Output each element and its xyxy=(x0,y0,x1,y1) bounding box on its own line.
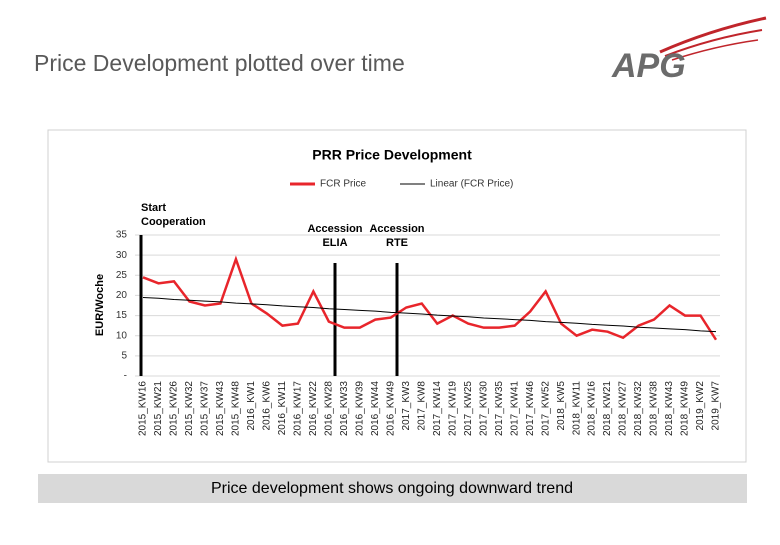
x-tick-label: 2018_KW32 xyxy=(633,381,644,436)
x-tick-label: 2015_KW37 xyxy=(200,381,211,436)
logo-swoosh xyxy=(659,16,767,54)
x-tick-label: 2016_KW33 xyxy=(339,381,350,436)
series-line xyxy=(142,296,717,333)
y-tick-label: 30 xyxy=(116,250,128,261)
x-tick-label: 2017_KW25 xyxy=(463,381,474,436)
annotation-text: Accession xyxy=(369,223,424,235)
slide-title: Price Development plotted over time xyxy=(34,50,405,76)
y-tick-label: 5 xyxy=(121,350,127,361)
x-tick-label: 2016_KW17 xyxy=(293,381,304,436)
y-tick-label: 10 xyxy=(116,330,128,341)
y-tick-label: 15 xyxy=(116,310,128,321)
x-tick-label: 2018_KW27 xyxy=(618,381,629,436)
annotation-text: Start xyxy=(141,202,166,214)
x-tick-label: 2017_KW35 xyxy=(494,381,505,436)
x-tick-label: 2017_KW8 xyxy=(416,381,427,431)
x-tick-label: 2018_KW38 xyxy=(649,381,660,436)
x-tick-label: 2019_KW7 xyxy=(711,381,722,431)
annotation-text: ELIA xyxy=(322,237,347,249)
x-tick-label: 2016_KW1 xyxy=(246,381,257,431)
logo-swoosh xyxy=(664,29,763,57)
x-tick-label: 2016_KW11 xyxy=(277,381,288,436)
legend-label: FCR Price xyxy=(320,179,367,190)
annotation-text: RTE xyxy=(386,237,408,249)
y-tick-label: 25 xyxy=(116,270,128,281)
x-tick-label: 2015_KW43 xyxy=(215,381,226,436)
x-tick-label: 2016_KW28 xyxy=(323,381,334,436)
x-tick-label: 2016_KW22 xyxy=(308,381,319,436)
footer-text: Price development shows ongoing downward… xyxy=(211,480,573,497)
series-line xyxy=(142,255,718,341)
x-tick-label: 2015_KW21 xyxy=(153,381,164,436)
chart-title: PRR Price Development xyxy=(312,147,472,163)
x-tick-label: 2016_KW49 xyxy=(385,381,396,436)
x-tick-label: 2018_KW11 xyxy=(571,381,582,436)
footer-bar xyxy=(38,474,747,503)
x-tick-label: 2017_KW14 xyxy=(432,381,443,436)
x-tick-label: 2017_KW3 xyxy=(401,381,412,431)
logo: APG xyxy=(611,16,767,85)
y-tick-label: - xyxy=(124,371,127,382)
x-tick-label: 2018_KW16 xyxy=(587,381,598,436)
annotation-text: Accession xyxy=(307,223,362,235)
x-tick-label: 2016_KW6 xyxy=(262,381,273,431)
x-tick-label: 2016_KW44 xyxy=(370,381,381,436)
x-tick-label: 2017_KW52 xyxy=(540,381,551,436)
x-tick-label: 2015_KW32 xyxy=(184,381,195,436)
y-axis-label: EUR/Woche xyxy=(94,274,106,336)
x-tick-label: 2018_KW21 xyxy=(602,381,613,436)
x-tick-label: 2019_KW2 xyxy=(695,381,706,431)
x-tick-label: 2015_KW26 xyxy=(169,381,180,436)
plot: - 5 10 15 20 25 30 35 2015_KW16 2015_KW21 2015_KW2… xyxy=(116,179,722,436)
x-tick-label: 2018_KW43 xyxy=(664,381,675,436)
x-tick-label: 2015_KW16 xyxy=(138,381,149,436)
logo-text: APG xyxy=(611,47,686,85)
logo-swoosh xyxy=(671,39,759,61)
x-tick-label: 2018_KW49 xyxy=(680,381,691,436)
x-tick-label: 2016_KW39 xyxy=(354,381,365,436)
y-tick-label: 35 xyxy=(116,230,128,241)
x-tick-label: 2017_KW41 xyxy=(509,381,520,436)
x-tick-label: 2018_KW5 xyxy=(556,381,567,431)
annotation-text: Cooperation xyxy=(141,216,206,228)
x-tick-label: 2015_KW48 xyxy=(231,381,242,436)
x-tick-label: 2017_KW19 xyxy=(447,381,458,436)
x-tick-label: 2017_KW30 xyxy=(478,381,489,436)
legend-label: Linear (FCR Price) xyxy=(430,179,513,190)
y-tick-label: 20 xyxy=(116,290,128,301)
x-tick-label: 2017_KW46 xyxy=(525,381,536,436)
